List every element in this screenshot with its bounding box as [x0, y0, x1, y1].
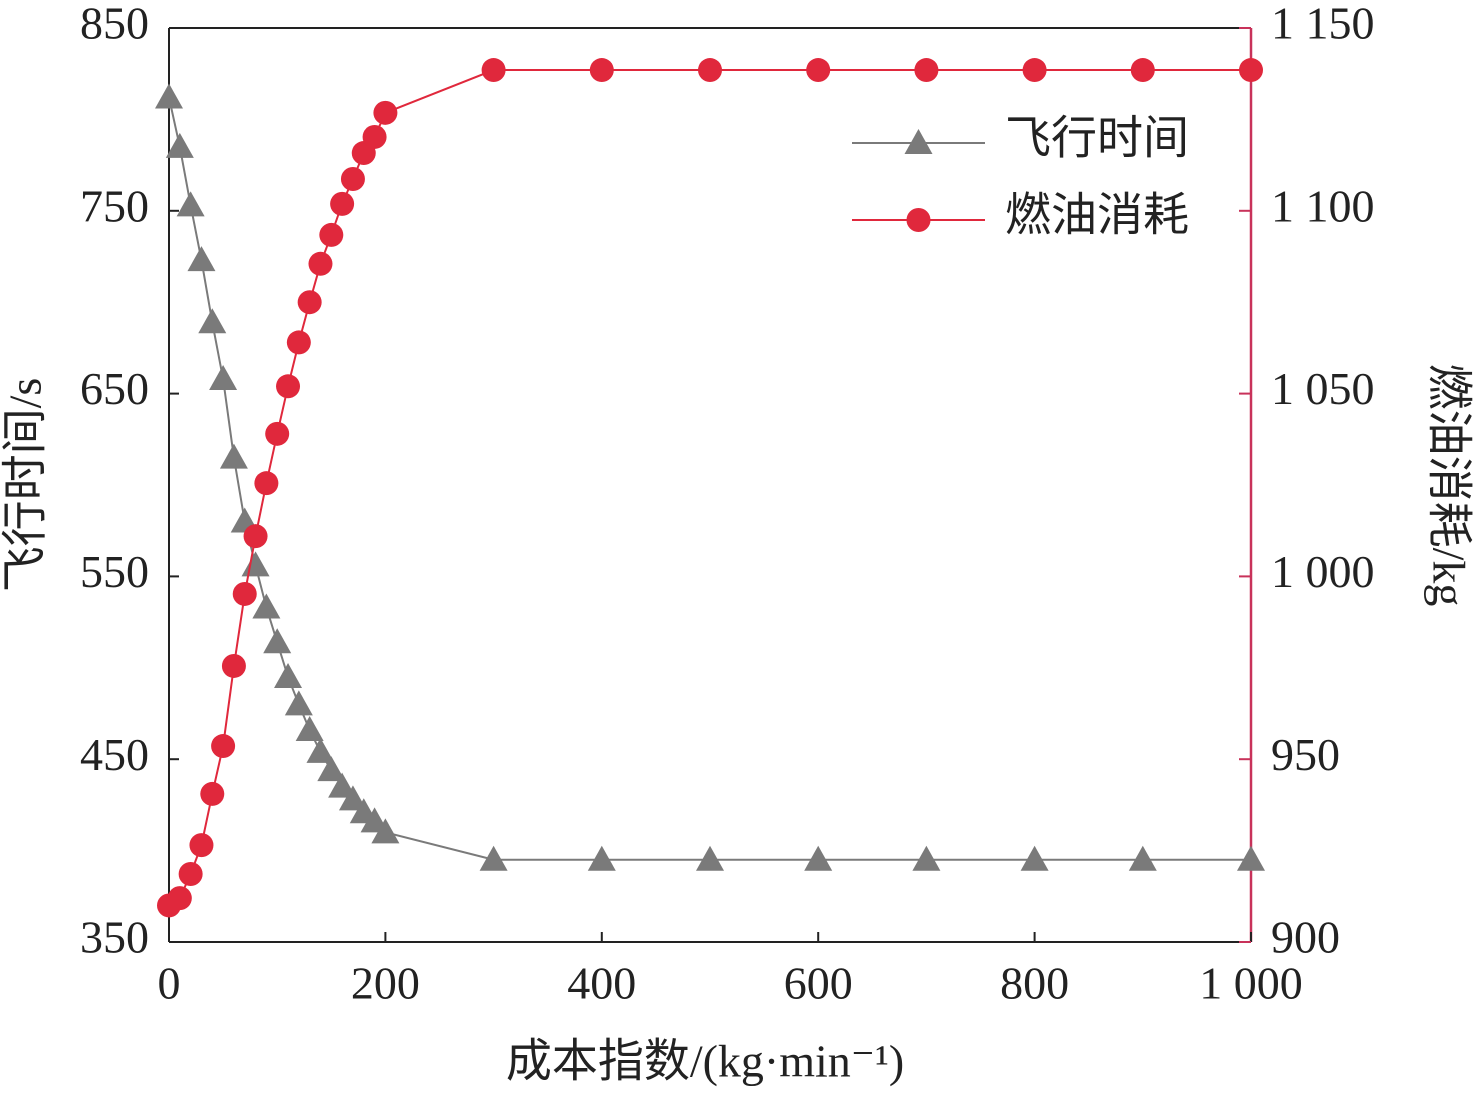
triangle-marker [317, 756, 346, 782]
triangle-marker [328, 772, 357, 798]
circle-marker [178, 861, 203, 886]
x-tick-label: 200 [351, 958, 420, 1009]
circle-marker [211, 734, 236, 759]
circle-marker [221, 653, 246, 678]
triangle-marker [295, 715, 324, 741]
y2-tick-label: 1 100 [1271, 180, 1375, 231]
legend-label: 飞行时间 [1005, 113, 1189, 164]
triangle-marker [198, 308, 227, 334]
triangle-marker [696, 845, 724, 871]
circle-marker [1239, 58, 1263, 83]
triangle-marker [587, 845, 616, 871]
triangle-marker [274, 662, 303, 688]
x-axis-label: 成本指数/(kg·min⁻¹) [506, 1036, 904, 1087]
circle-marker [297, 290, 322, 315]
circle-marker [1130, 58, 1155, 83]
x-tick-label: 400 [567, 958, 636, 1009]
circle-marker [308, 251, 333, 276]
circle-marker [362, 124, 387, 149]
triangle-marker [252, 593, 281, 619]
y-tick-label: 850 [80, 0, 149, 49]
y-tick-label: 350 [80, 912, 149, 963]
circle-marker [286, 330, 311, 355]
circle-marker [189, 833, 214, 858]
y-tick-label: 650 [80, 363, 149, 414]
circle-marker [340, 166, 365, 191]
circle-marker [914, 58, 939, 83]
y2-tick-label: 1 000 [1271, 546, 1375, 597]
y2-tick-label: 1 050 [1271, 363, 1375, 414]
triangle-marker [165, 132, 194, 158]
circle-marker [698, 58, 722, 83]
triangle-marker [284, 690, 313, 716]
circle-marker [373, 100, 398, 125]
y2-tick-label: 900 [1271, 912, 1340, 963]
legend-marker [904, 129, 933, 154]
triangle-marker [804, 845, 833, 871]
x-tick-label: 1 000 [1199, 958, 1303, 1009]
circle-marker [481, 58, 506, 83]
triangle-marker [1128, 845, 1157, 871]
triangle-marker [241, 551, 270, 577]
triangle-marker [209, 364, 238, 390]
x-tick-label: 0 [158, 958, 181, 1009]
y-axis-label: 飞行时间/s [0, 378, 51, 593]
circle-marker [167, 886, 192, 911]
circle-marker [254, 471, 279, 496]
triangle-marker [479, 845, 508, 871]
triangle-marker [338, 785, 367, 811]
triangle-marker [912, 845, 941, 871]
triangle-marker [219, 443, 248, 469]
circle-marker [265, 421, 290, 446]
circle-marker [200, 781, 225, 806]
x-tick-label: 600 [784, 958, 853, 1009]
circle-marker [276, 374, 301, 399]
y-tick-label: 450 [80, 729, 149, 780]
triangle-marker [1237, 845, 1265, 871]
y-tick-label: 550 [80, 546, 149, 597]
legend-label: 燃油消耗 [1005, 190, 1189, 241]
triangle-marker [263, 628, 292, 654]
triangle-marker [306, 737, 335, 763]
y2-axis-label: 燃油消耗/kg [1423, 364, 1474, 607]
triangle-marker [187, 246, 216, 272]
x-tick-label: 800 [1000, 958, 1069, 1009]
y-tick-label: 750 [80, 180, 149, 231]
triangle-marker [1020, 845, 1049, 871]
circle-marker [243, 524, 268, 549]
legend-marker [906, 208, 931, 232]
triangle-marker [371, 818, 400, 844]
circle-marker [330, 191, 355, 216]
triangle-marker [155, 83, 183, 109]
triangle-marker [176, 191, 205, 217]
circle-marker [806, 58, 831, 83]
y2-tick-label: 1 150 [1271, 0, 1375, 49]
circle-marker [232, 581, 257, 606]
circle-marker [1022, 58, 1047, 83]
circle-marker [589, 58, 614, 83]
y2-tick-label: 950 [1271, 729, 1340, 780]
circle-marker [319, 222, 344, 247]
